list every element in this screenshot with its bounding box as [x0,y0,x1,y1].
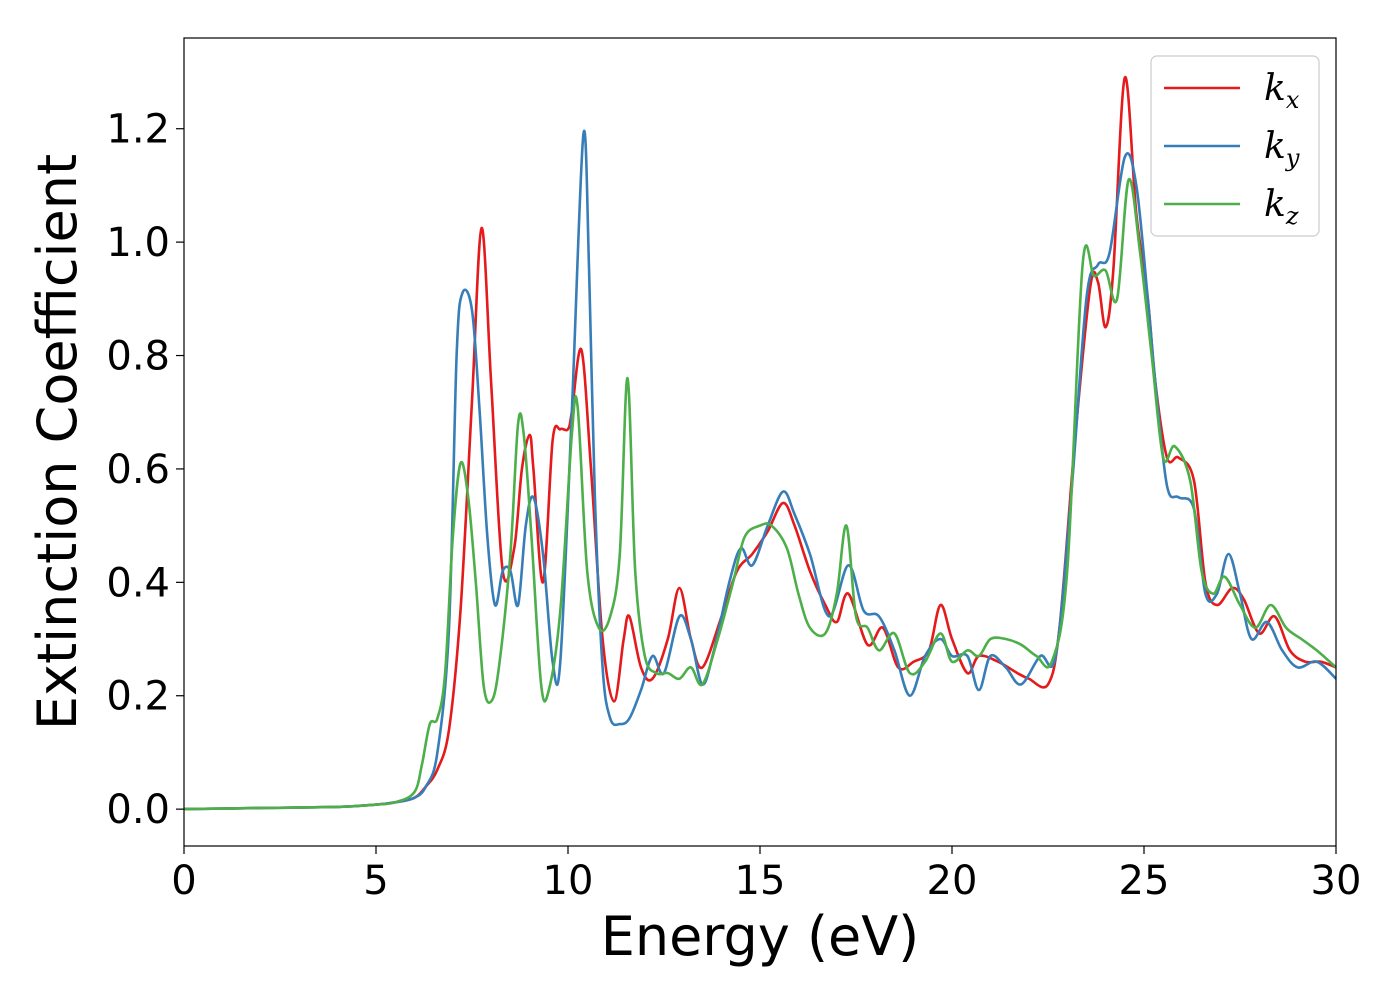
x-axis: 0 5 10 15 20 25 30 [171,846,1361,904]
series-line-kz [184,177,1336,811]
y-axis-title: Extinction Coefficient [26,154,89,730]
y-tick-label: 0.8 [106,334,170,380]
y-tick-label: 0.2 [106,674,170,720]
legend-label-kz: kz [1264,184,1299,230]
x-tick-label: 15 [735,858,786,904]
x-axis-title: Energy (eV) [601,905,920,968]
series-layer [184,76,1336,811]
series-line-ky [184,129,1336,811]
legend-label-kx: kx [1264,68,1300,114]
x-tick-label: 20 [927,858,978,904]
y-axis: 0.0 0.2 0.4 0.6 0.8 1.0 1.2 [106,107,184,833]
x-tick-label: 5 [363,858,388,904]
y-tick-label: 1.2 [106,107,170,153]
y-tick-label: 1.0 [106,220,170,266]
y-tick-label: 0.6 [106,447,170,493]
legend-label-ky: ky [1264,126,1300,172]
y-tick-label: 0.0 [106,787,170,833]
x-tick-label: 25 [1119,858,1170,904]
x-tick-label: 10 [543,858,594,904]
legend: kx ky kz [1150,55,1320,237]
x-tick-label: 0 [171,858,196,904]
x-tick-label: 30 [1311,858,1362,904]
y-tick-label: 0.4 [106,560,170,606]
